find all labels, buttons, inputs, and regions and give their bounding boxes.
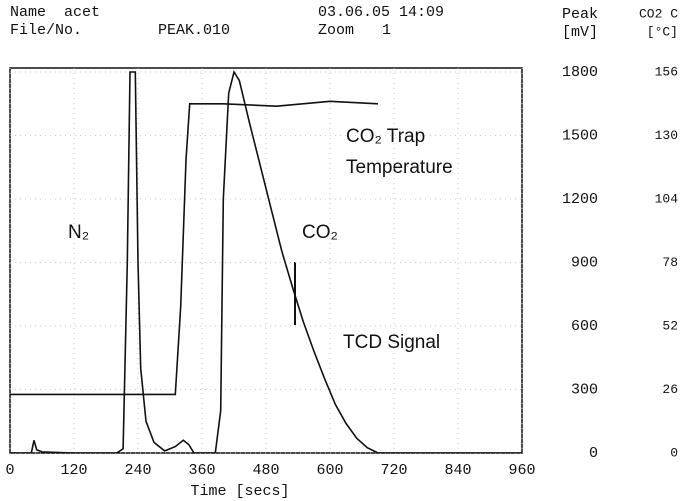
y-axis-label: [mV]	[562, 24, 598, 41]
header-zoom-label: Zoom	[318, 22, 354, 39]
x-tick-label: 360	[188, 462, 215, 479]
annotation: TCD Signal	[343, 332, 440, 353]
y2-tick-label: 26	[662, 382, 678, 397]
annotation: N₂	[68, 222, 89, 243]
x-tick-label: 0	[5, 462, 14, 479]
header-file: PEAK.010	[158, 22, 230, 39]
header-datetime: 03.06.05 14:09	[318, 4, 444, 21]
x-tick-label: 840	[444, 462, 471, 479]
y2-tick-label: 52	[662, 318, 678, 333]
x-tick-label: 240	[124, 462, 151, 479]
y2-tick-label: 104	[655, 191, 679, 206]
y-tick-label: 600	[571, 318, 598, 335]
y2-tick-label: 78	[662, 255, 678, 270]
header-name-label: Name	[10, 4, 46, 21]
header-name: acet	[64, 4, 100, 21]
header-file-label: File/No.	[10, 22, 82, 39]
x-tick-label: 480	[252, 462, 279, 479]
series-line	[10, 69, 522, 453]
x-tick-label: 600	[316, 462, 343, 479]
x-tick-label: 720	[380, 462, 407, 479]
x-tick-label: 960	[508, 462, 535, 479]
y2-axis-label: [°C]	[647, 24, 678, 39]
y-tick-label: 900	[571, 254, 598, 271]
y2-tick-label: 130	[655, 128, 678, 143]
x-tick-label: 120	[60, 462, 87, 479]
y-tick-label: 0	[589, 445, 598, 462]
x-axis-label: Time [secs]	[190, 483, 289, 500]
y-tick-label: 300	[571, 381, 598, 398]
series-line	[10, 100, 379, 396]
header-zoom: 1	[382, 22, 391, 39]
plot-frame	[9, 67, 523, 454]
y-tick-label: 1500	[562, 127, 598, 144]
plot-area	[10, 69, 522, 453]
y-tick-label: 1800	[562, 64, 598, 81]
annotation: CO₂	[302, 222, 338, 243]
y2-tick-label: 156	[655, 64, 678, 79]
y2-tick-label: 0	[670, 445, 678, 460]
annotation: CO₂ Trap	[346, 126, 425, 147]
y-axis-label: Peak	[562, 6, 598, 23]
annotation: Temperature	[346, 157, 453, 178]
y-tick-label: 1200	[562, 191, 598, 208]
y2-axis-label: CO2 C	[639, 6, 678, 21]
